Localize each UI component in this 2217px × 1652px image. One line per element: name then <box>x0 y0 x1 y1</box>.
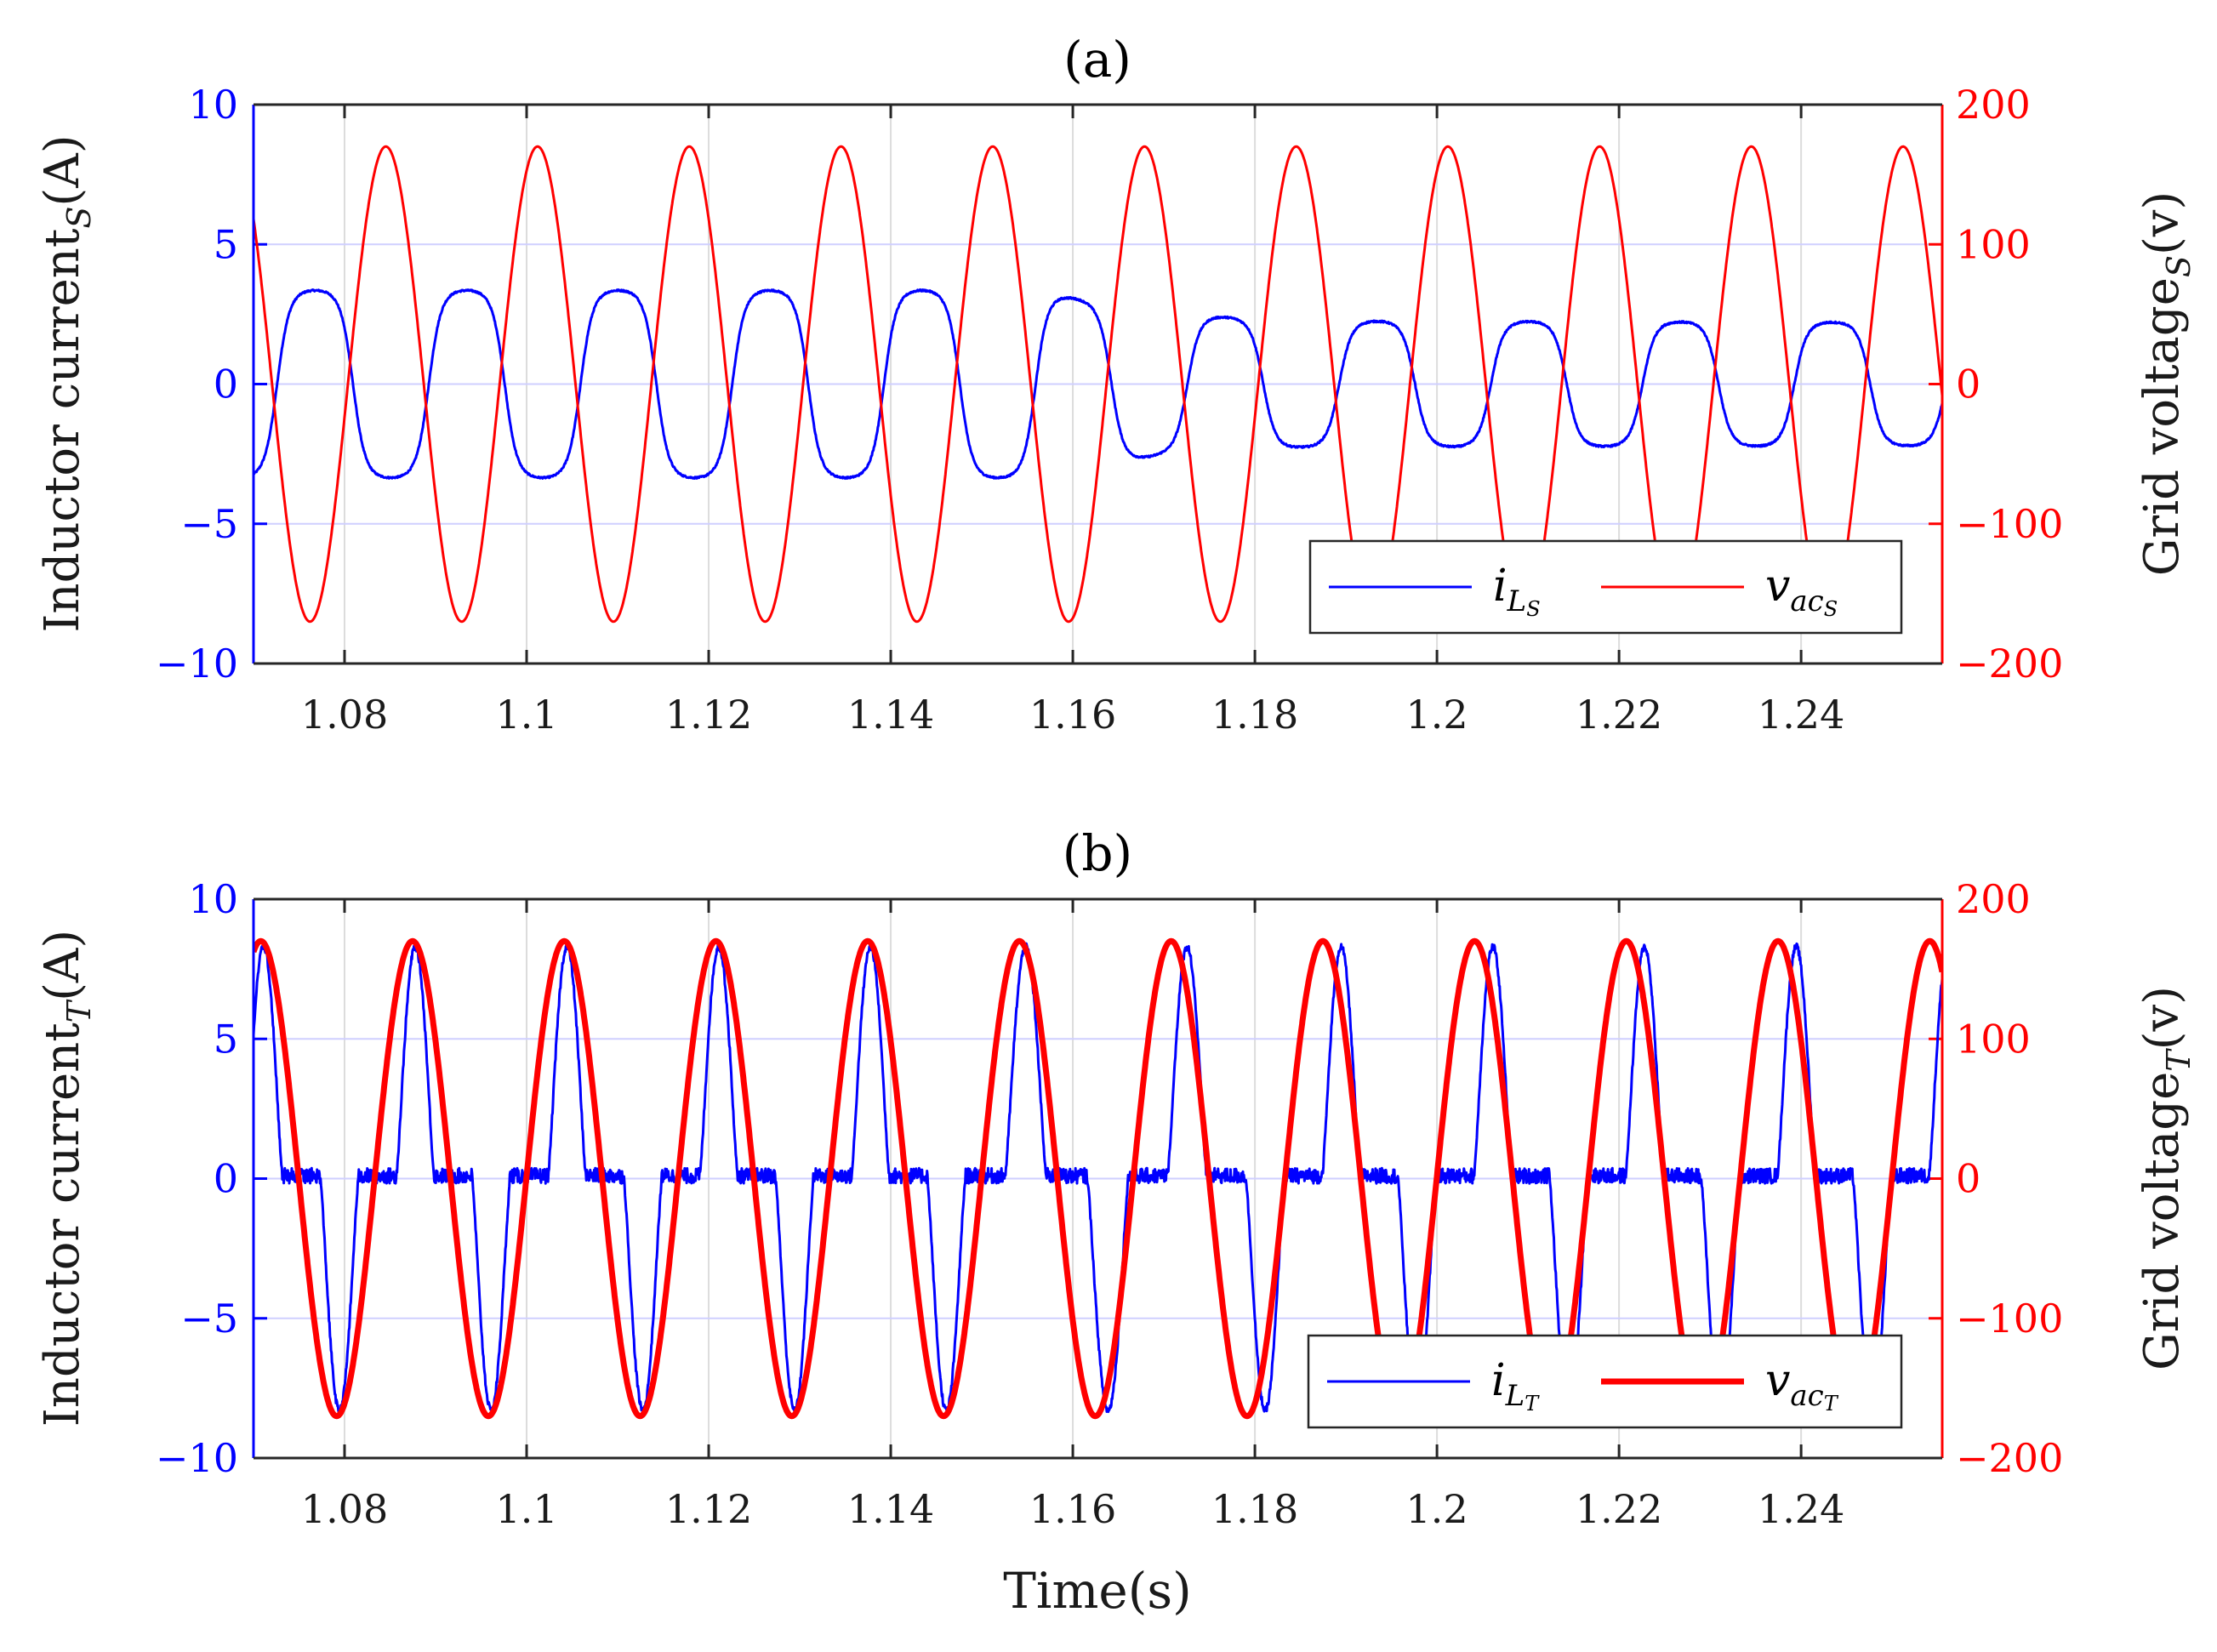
y-left-tick-label: 5 <box>214 1016 238 1062</box>
x-tick-label: 1.08 <box>301 692 388 738</box>
panel-b: (b) 1.08 1.1 1.12 1.14 1.16 1.18 1.2 1.22 1.24 −1… <box>35 824 2197 1620</box>
x-tick-label: 1.14 <box>847 1486 934 1532</box>
panel-a-grid <box>254 105 1942 664</box>
y-left-tick-label: 0 <box>214 362 238 407</box>
y-left-tick-label: −5 <box>180 1296 238 1342</box>
panel-a: (a) 1.08 1.1 1.12 1.14 1.16 1.18 1.2 1.22 1.24 −1… <box>35 31 2197 738</box>
x-tick-label: 1.14 <box>847 692 934 738</box>
y-right-tick-label: −200 <box>1956 1435 2063 1481</box>
panel-b-left-axis-label: Inductor currentT(A) <box>35 930 98 1427</box>
y-left-tick-label: 0 <box>214 1156 238 1202</box>
panel-a-inductor-current-line <box>254 288 1942 480</box>
y-left-tick-label: −10 <box>156 641 238 686</box>
panel-a-legend: iLS vacS <box>1308 539 1903 635</box>
panel-b-x-axis-label: Time(s) <box>1003 1562 1192 1620</box>
x-tick-label: 1.22 <box>1576 692 1662 738</box>
x-tick-label: 1.24 <box>1758 1486 1844 1532</box>
y-right-tick-label: 100 <box>1956 221 2031 267</box>
panel-a-ticks: 1.08 1.1 1.12 1.14 1.16 1.18 1.2 1.22 1.24 −10 −5 0… <box>156 82 2063 738</box>
x-tick-label: 1.16 <box>1029 692 1116 738</box>
y-left-tick-label: 10 <box>188 82 238 128</box>
x-tick-label: 1.18 <box>1211 1486 1298 1532</box>
panel-b-legend-voltage-label: vacT <box>1765 1355 1839 1416</box>
panel-a-legend-voltage-label: vacS <box>1765 561 1838 621</box>
x-tick-label: 1.2 <box>1406 692 1468 738</box>
y-right-tick-label: −100 <box>1956 501 2063 547</box>
x-tick-label: 1.22 <box>1576 1486 1662 1532</box>
panel-a-right-axis-label: Grid voltageS(v) <box>2134 191 2197 577</box>
y-right-tick-label: 200 <box>1956 876 2031 922</box>
y-right-tick-label: 0 <box>1956 1156 1980 1202</box>
x-tick-label: 1.16 <box>1029 1486 1116 1532</box>
x-tick-label: 1.12 <box>665 692 752 738</box>
panel-a-title: (a) <box>1063 31 1131 88</box>
panel-a-left-axis-label: Inductor currentS(A) <box>35 134 98 632</box>
y-right-tick-label: −200 <box>1956 641 2063 686</box>
x-tick-label: 1.08 <box>301 1486 388 1532</box>
y-left-tick-label: 5 <box>214 221 238 267</box>
x-tick-label: 1.1 <box>495 1486 557 1532</box>
panel-b-grid-voltage-line <box>254 937 1942 1420</box>
y-right-tick-label: 200 <box>1956 82 2031 128</box>
panel-b-ticks: 1.08 1.1 1.12 1.14 1.16 1.18 1.2 1.22 1.24 −10 −5 0… <box>156 876 2063 1532</box>
y-right-tick-label: 100 <box>1956 1016 2031 1062</box>
y-left-tick-label: 10 <box>188 876 238 922</box>
x-tick-label: 1.12 <box>665 1486 752 1532</box>
x-tick-label: 1.18 <box>1211 692 1298 738</box>
y-left-tick-label: −10 <box>156 1435 238 1481</box>
panel-b-right-axis-label: Grid voltageT(v) <box>2134 986 2197 1370</box>
panel-b-title: (b) <box>1063 824 1132 882</box>
panel-b-plot-area <box>254 937 1942 1420</box>
y-left-tick-label: −5 <box>180 501 238 547</box>
y-right-tick-label: 0 <box>1956 362 1980 407</box>
y-right-tick-label: −100 <box>1956 1296 2063 1342</box>
panel-b-legend: iLT vacT <box>1307 1334 1903 1429</box>
panel-a-legend-current-label: iLS <box>1493 561 1541 621</box>
x-tick-label: 1.24 <box>1758 692 1844 738</box>
x-tick-label: 1.2 <box>1406 1486 1468 1532</box>
panel-b-legend-current-label: iLT <box>1491 1355 1540 1416</box>
x-tick-label: 1.1 <box>495 692 557 738</box>
